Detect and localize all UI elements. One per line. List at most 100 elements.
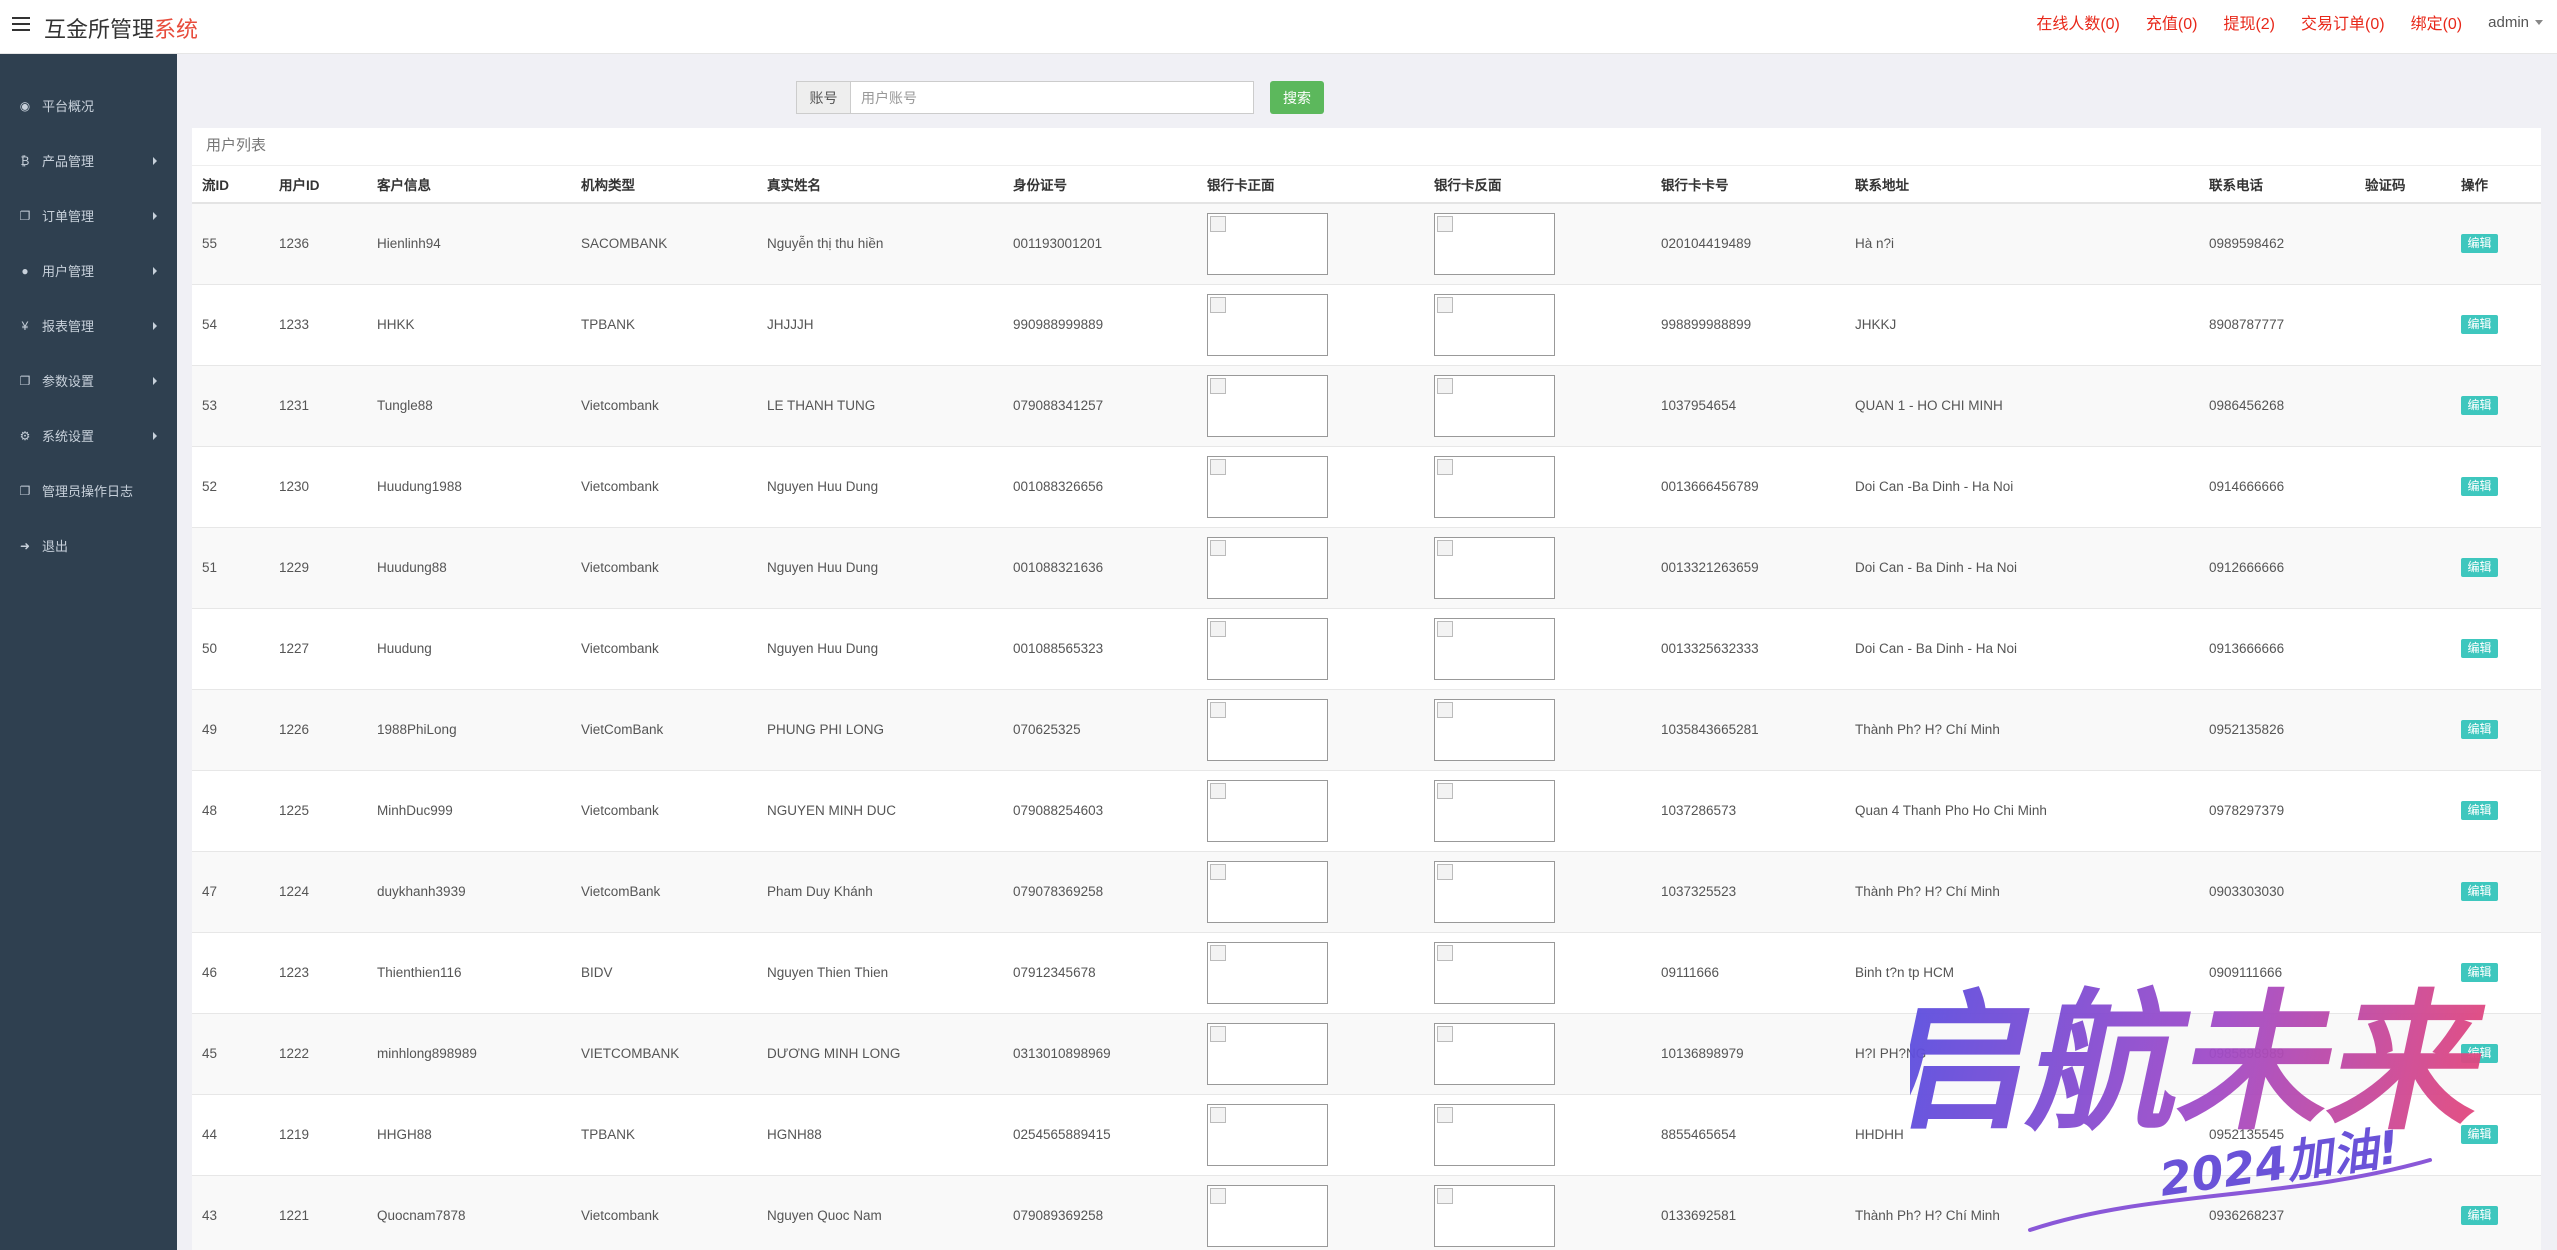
sidebar-item-8[interactable]: ❐ 管理员操作日志 <box>0 463 177 518</box>
edit-button[interactable]: 编辑 <box>2461 234 2498 254</box>
binding-link[interactable]: 绑定(0) <box>2410 16 2463 33</box>
cell-flow-id: 53 <box>192 365 269 447</box>
cell-phone: 0909111666 <box>2199 932 2355 1014</box>
search-bar: 账号 搜索 <box>796 81 1324 114</box>
card-front-image[interactable] <box>1207 941 1328 1004</box>
card-front-image[interactable] <box>1207 374 1328 437</box>
cell-verify-code <box>2355 770 2451 852</box>
sidebar-item-3[interactable]: ❐ 订单管理 <box>0 188 177 243</box>
edit-button[interactable]: 编辑 <box>2461 720 2498 739</box>
cell-bank: TPBANK <box>571 284 757 366</box>
column-header: 流ID <box>192 166 269 204</box>
card-front-image[interactable] <box>1207 536 1328 599</box>
edit-button[interactable]: 编辑 <box>2461 1125 2498 1144</box>
cell-real-name: NGUYEN MINH DUC <box>757 770 1003 852</box>
cell-card-number: 10136898979 <box>1651 1013 1845 1095</box>
recharge-link[interactable]: 充值(0) <box>2145 16 2198 33</box>
cell-real-name: Nguyen Huu Dung <box>757 608 1003 690</box>
sidebar-item-4[interactable]: ● 用户管理 <box>0 243 177 298</box>
card-back-image[interactable] <box>1434 1022 1555 1085</box>
cell-phone: 0903303030 <box>2199 851 2355 933</box>
column-header: 真实姓名 <box>757 166 1003 204</box>
card-back-image[interactable] <box>1434 536 1555 599</box>
cell-customer: MinhDuc999 <box>367 770 571 852</box>
cell-address: H?I PH?NG <box>1845 1013 2199 1095</box>
cell-verify-code <box>2355 689 2451 771</box>
cell-phone: 0936268237 <box>2199 1175 2355 1250</box>
edit-button[interactable]: 编辑 <box>2461 396 2498 415</box>
sidebar-item-7[interactable]: ⚙ 系统设置 <box>0 408 177 463</box>
edit-button[interactable]: 编辑 <box>2461 477 2498 496</box>
menu-toggle-icon[interactable] <box>12 17 30 31</box>
card-back-image[interactable] <box>1434 1184 1555 1247</box>
cell-flow-id: 48 <box>192 770 269 852</box>
card-front-image[interactable] <box>1207 1103 1328 1166</box>
user-menu[interactable]: admin <box>2488 14 2543 31</box>
account-search-input[interactable] <box>850 81 1254 114</box>
cell-address: Doi Can - Ba Dinh - Ha Noi <box>1845 527 2199 609</box>
cell-customer: Hienlinh94 <box>367 203 571 285</box>
card-front-image[interactable] <box>1207 212 1328 275</box>
card-back-cell <box>1424 203 1651 285</box>
card-front-cell <box>1197 446 1424 528</box>
card-front-cell <box>1197 365 1424 447</box>
card-back-image[interactable] <box>1434 941 1555 1004</box>
edit-button[interactable]: 编辑 <box>2461 639 2498 658</box>
sidebar-item-1[interactable]: ◉ 平台概况 <box>0 78 177 133</box>
edit-button[interactable]: 编辑 <box>2461 558 2498 577</box>
card-front-cell <box>1197 203 1424 285</box>
cell-id-number: 070625325 <box>1003 689 1197 771</box>
card-back-image[interactable] <box>1434 455 1555 518</box>
cell-actions: 编辑 <box>2451 1013 2541 1095</box>
card-front-image[interactable] <box>1207 698 1328 761</box>
card-front-image[interactable] <box>1207 293 1328 356</box>
card-front-image[interactable] <box>1207 1184 1328 1247</box>
card-back-image[interactable] <box>1434 779 1555 842</box>
sidebar-item-5[interactable]: ¥ 报表管理 <box>0 298 177 353</box>
app-title: 互金所管理系统 <box>44 12 198 44</box>
card-back-image[interactable] <box>1434 698 1555 761</box>
user-list-panel: 用户列表 流ID 用户ID 客户信息 机构类型 真实姓名 身份证号 银行卡正面 银行卡反面 银行… <box>192 128 2541 1250</box>
edit-button[interactable]: 编辑 <box>2461 801 2498 820</box>
online-count-link[interactable]: 在线人数(0) <box>2036 16 2120 33</box>
card-front-image[interactable] <box>1207 455 1328 518</box>
withdraw-link[interactable]: 提现(2) <box>2223 16 2276 33</box>
card-back-cell <box>1424 1013 1651 1095</box>
sidebar-item-9[interactable]: ➜ 退出 <box>0 518 177 573</box>
sidebar-item-6[interactable]: ❐ 参数设置 <box>0 353 177 408</box>
copy-icon: ❐ <box>19 208 31 223</box>
card-back-image[interactable] <box>1434 1103 1555 1166</box>
sidebar-item-label: 平台概况 <box>42 99 95 114</box>
cell-flow-id: 43 <box>192 1175 269 1250</box>
card-front-image[interactable] <box>1207 860 1328 923</box>
edit-button[interactable]: 编辑 <box>2461 1044 2498 1063</box>
card-back-image[interactable] <box>1434 860 1555 923</box>
cell-user-id: 1227 <box>269 608 367 690</box>
search-button[interactable]: 搜索 <box>1270 81 1324 114</box>
edit-button[interactable]: 编辑 <box>2461 963 2498 982</box>
edit-button[interactable]: 编辑 <box>2461 882 2498 901</box>
edit-button[interactable]: 编辑 <box>2461 1206 2498 1225</box>
cell-customer: 1988PhiLong <box>367 689 571 771</box>
cell-bank: Vietcombank <box>571 1175 757 1250</box>
cell-card-number: 1037286573 <box>1651 770 1845 852</box>
edit-button[interactable]: 编辑 <box>2461 315 2498 334</box>
card-back-image[interactable] <box>1434 617 1555 680</box>
cell-verify-code <box>2355 1013 2451 1095</box>
cell-user-id: 1236 <box>269 203 367 285</box>
card-front-cell <box>1197 1175 1424 1250</box>
column-header: 机构类型 <box>571 166 757 204</box>
user-name: admin <box>2488 13 2529 31</box>
column-header: 用户ID <box>269 166 367 204</box>
card-back-image[interactable] <box>1434 293 1555 356</box>
card-back-image[interactable] <box>1434 212 1555 275</box>
sidebar-item-2[interactable]: ₿ 产品管理 <box>0 133 177 188</box>
card-front-image[interactable] <box>1207 617 1328 680</box>
card-front-image[interactable] <box>1207 1022 1328 1085</box>
card-front-image[interactable] <box>1207 779 1328 842</box>
trade-orders-link[interactable]: 交易订单(0) <box>2301 16 2385 33</box>
cell-customer: Huudung <box>367 608 571 690</box>
card-back-image[interactable] <box>1434 374 1555 437</box>
card-back-cell <box>1424 770 1651 852</box>
cell-bank: Vietcombank <box>571 446 757 528</box>
